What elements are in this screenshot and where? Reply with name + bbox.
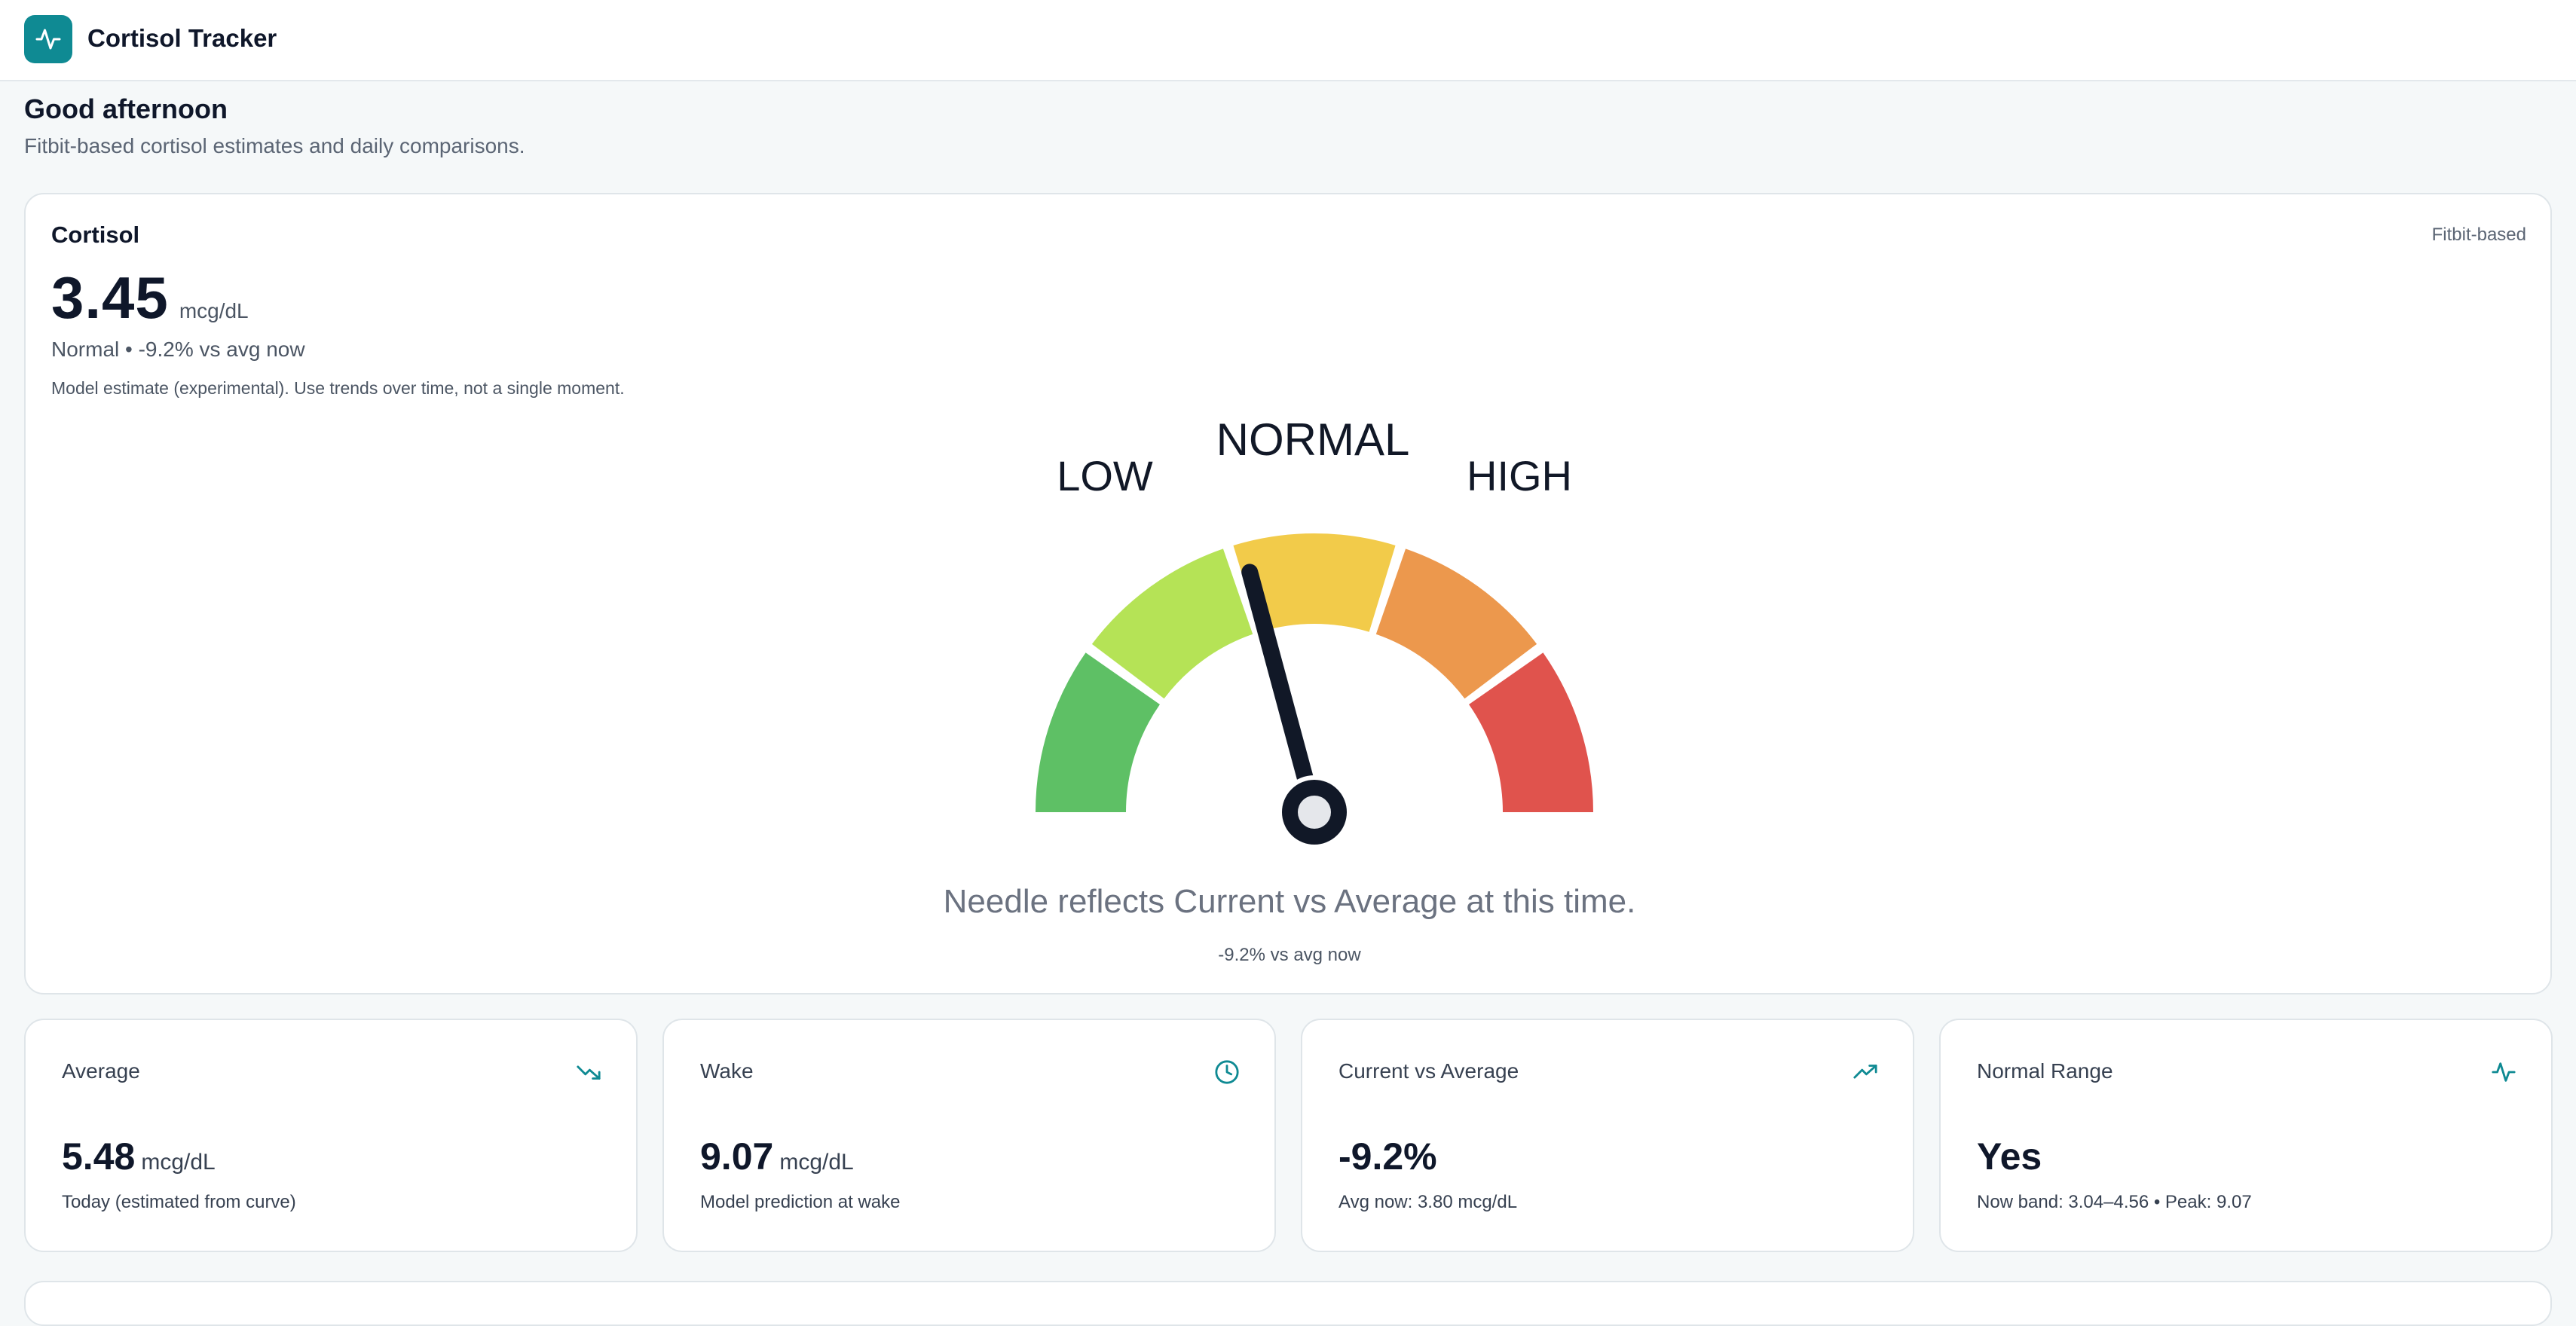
trending-up-icon — [1853, 1065, 1877, 1079]
cortisol-gauge: LOW NORMAL HIGH — [1036, 420, 1593, 849]
gauge-label-high: HIGH — [1467, 452, 1572, 500]
cortisol-disclaimer: Model estimate (experimental). Use trend… — [51, 378, 625, 398]
page-subtitle: Fitbit-based cortisol estimates and dail… — [24, 134, 525, 157]
gauge-segment-low — [1036, 652, 1160, 812]
stat-label: Wake — [700, 1059, 754, 1083]
stat-unit: mcg/dL — [141, 1150, 216, 1175]
stat-card-current-vs-average[interactable]: Current vs Average -9.2% Avg now: 3.80 m… — [1301, 1019, 1914, 1252]
gauge-label-normal: NORMAL — [1216, 420, 1410, 465]
stat-card-normal-range[interactable]: Normal Range Yes Now band: 3.04–4.56 • P… — [1939, 1019, 2553, 1252]
app-title: Cortisol Tracker — [87, 24, 277, 52]
stat-card-average[interactable]: Average 5.48 mcg/dL Today (estimated from… — [24, 1019, 638, 1252]
gauge-label-low: LOW — [1057, 452, 1153, 500]
stat-value: 5.48 — [62, 1135, 136, 1178]
gauge-segment-low-normal — [1091, 548, 1253, 699]
next-card — [24, 1281, 2552, 1326]
gauge-segment-high — [1469, 652, 1593, 812]
stat-label: Average — [62, 1059, 140, 1083]
stat-value: 9.07 — [700, 1135, 774, 1178]
page-greeting: Good afternoon — [24, 93, 228, 124]
clock-icon — [1215, 1060, 1239, 1084]
app-logo[interactable] — [24, 15, 72, 63]
gauge-caption: Needle reflects Current vs Average at th… — [943, 883, 1636, 920]
gauge-segment-normal — [1233, 533, 1396, 632]
cortisol-card: Cortisol Fitbit-based 3.45 mcg/dL Normal … — [24, 193, 2552, 994]
top-bar: Cortisol Tracker — [0, 0, 2576, 81]
cortisol-unit: mcg/dL — [179, 299, 249, 322]
stat-note: Now band: 3.04–4.56 • Peak: 9.07 — [1977, 1192, 2252, 1212]
cortisol-status: Normal • -9.2% vs avg now — [51, 338, 305, 361]
stat-note: Model prediction at wake — [700, 1192, 901, 1212]
activity-icon — [35, 29, 61, 50]
gauge-hub-center — [1298, 796, 1331, 829]
activity-icon — [2492, 1062, 2516, 1082]
source-tag: Fitbit-based — [2431, 225, 2526, 245]
stat-value: Yes — [1977, 1135, 2042, 1178]
stat-label: Current vs Average — [1338, 1059, 1519, 1083]
stat-unit: mcg/dL — [779, 1150, 854, 1175]
cortisol-value-row: 3.45 mcg/dL — [51, 264, 249, 332]
stat-value: -9.2% — [1338, 1135, 1437, 1178]
stat-value-row: -9.2% — [1338, 1135, 1443, 1178]
stat-value-row: 5.48 mcg/dL — [62, 1135, 216, 1178]
stat-value-row: Yes — [1977, 1135, 2048, 1178]
gauge-delta: -9.2% vs avg now — [1218, 945, 1361, 965]
stat-note: Today (estimated from curve) — [62, 1192, 296, 1212]
gauge-segment-high-normal — [1375, 548, 1537, 699]
gauge-needle — [1241, 564, 1323, 820]
stat-label: Normal Range — [1977, 1059, 2113, 1083]
stat-card-wake[interactable]: Wake 9.07 mcg/dL Model prediction at wake — [662, 1019, 1276, 1252]
cortisol-value: 3.45 — [51, 264, 169, 331]
trending-down-icon — [577, 1065, 601, 1080]
stat-value-row: 9.07 mcg/dL — [700, 1135, 854, 1178]
stat-note: Avg now: 3.80 mcg/dL — [1338, 1192, 1518, 1212]
cortisol-label: Cortisol — [51, 222, 140, 248]
